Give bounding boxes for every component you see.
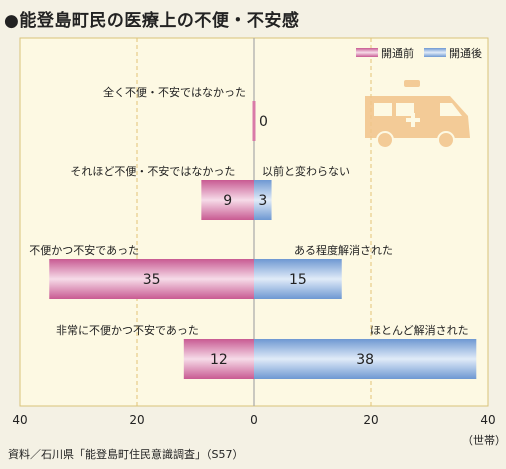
ambulance-icon [365,80,470,149]
legend: 開通前 開通後 [356,46,482,60]
bar-before [183,339,254,379]
bar-value-after: 3 [258,193,267,209]
x-tick-label: 40 [480,413,495,427]
bar-value-zero: 0 [259,114,268,130]
bars [49,101,477,379]
x-tick-label: 0 [250,413,258,427]
chart-title: ●能登島町民の医療上の不便・不安感 [4,11,300,31]
row-label-before: 不便かつ不安であった [29,243,139,257]
value-labels: 0 9 3 35 15 12 38 [143,114,374,368]
legend-label-before: 開通前 [381,46,414,60]
row-label-before: 非常に不便かつ不安であった [56,323,199,337]
x-tick-label: 20 [363,413,378,427]
x-tick-label: 20 [129,413,144,427]
x-tick-label: 40 [12,413,27,427]
bar-value-after: 15 [289,272,307,288]
bar-after [254,339,477,379]
legend-swatch-after [424,48,446,57]
bar-after [254,259,342,299]
bar-value-before: 12 [210,352,228,368]
row-label-after: ほとんど解消された [370,323,469,337]
bar-after [254,180,272,220]
bar-value-after: 38 [356,352,374,368]
bar-zero-marker [252,101,256,141]
bar-value-before: 35 [143,272,161,288]
row-label-after: ある程度解消された [294,243,393,257]
bar-value-before: 9 [223,193,232,209]
x-tick-labels: 40 20 0 20 40 [12,413,495,427]
legend-label-after: 開通後 [449,46,482,60]
x-axis-unit: （世帯） [462,434,506,447]
row-label-after: 以前と変わらない [262,164,350,178]
bar-before [201,180,254,220]
row-label-before: それほど不便・不安ではなかった [70,164,235,178]
bar-before [49,259,254,299]
source-note: 資料／石川県「能登島町住民意識調査」（S57） [8,448,244,461]
row-label-before: 全く不便・不安ではなかった [103,85,246,99]
legend-swatch-before [356,48,378,57]
